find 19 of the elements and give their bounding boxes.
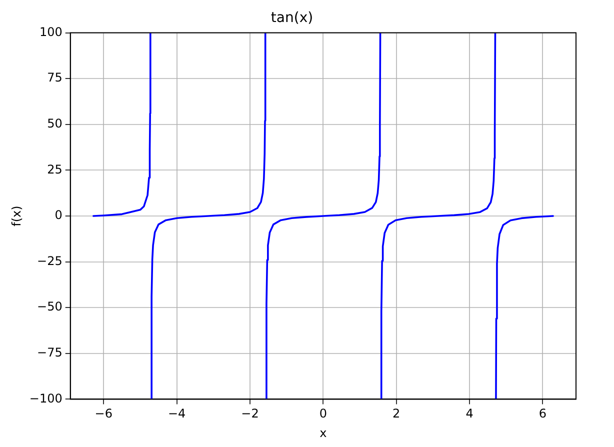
x-tick-label: 2 — [392, 406, 400, 421]
y-tick-label: 25 — [47, 162, 62, 176]
x-tick-label: 4 — [466, 406, 474, 421]
y-tick-label: −100 — [29, 391, 62, 406]
y-tick-label: 75 — [47, 70, 62, 85]
y-tick-label: −75 — [37, 346, 62, 360]
x-axis-title: x — [320, 426, 327, 440]
x-tick-label: −6 — [94, 406, 113, 421]
y-axis-title: f(x) — [9, 206, 24, 226]
x-tick-label: 6 — [538, 406, 547, 421]
y-tick-label: 100 — [39, 24, 62, 39]
y-tick-label: −25 — [37, 254, 62, 268]
y-tick-label: −50 — [37, 300, 62, 314]
y-tick-label: 0 — [54, 208, 62, 222]
x-tick-label: 0 — [319, 406, 327, 421]
chart-title: tan(x) — [270, 10, 314, 26]
y-tick-label: 50 — [47, 116, 62, 131]
x-tick-label: −4 — [168, 406, 186, 421]
x-tick-label: −2 — [241, 406, 259, 421]
